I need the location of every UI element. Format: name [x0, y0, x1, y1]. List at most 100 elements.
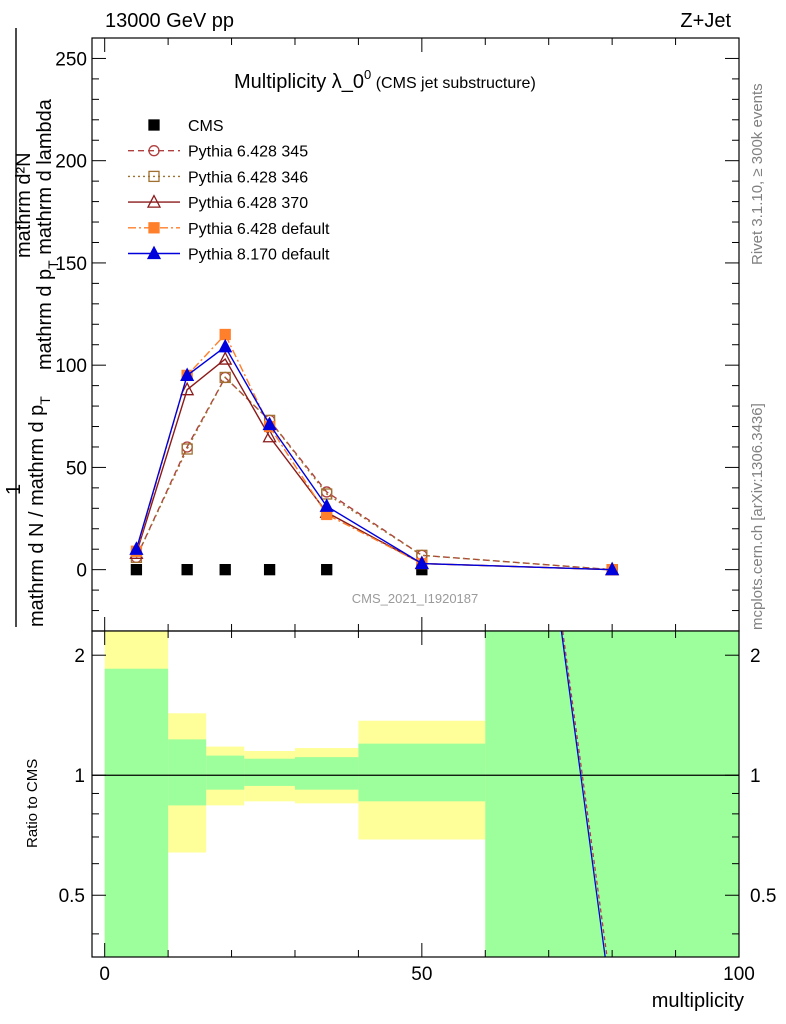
y-label-dlambda: mathrm d lambda	[34, 98, 56, 260]
legend-label: Pythia 6.428 346	[188, 169, 308, 186]
series-3-point	[180, 381, 195, 396]
legend-label: Pythia 8.170 default	[188, 247, 330, 264]
legend-label: Pythia 6.428 345	[188, 144, 308, 161]
energy-label: 13000 GeV pp	[105, 10, 234, 32]
series-5-point	[129, 541, 144, 555]
ratio-band-green	[168, 739, 207, 806]
legend-item: CMS	[148, 118, 224, 135]
series-0-point	[181, 564, 193, 576]
legend-marker	[146, 245, 162, 260]
x-tick-label: 0	[99, 964, 110, 985]
main-y-axis-label: mathrm d²N 1 mathrm d pT mathrm d lambda…	[3, 28, 61, 627]
series-5-point	[319, 498, 334, 512]
ratio-band-green	[294, 757, 359, 790]
legend-marker	[148, 222, 160, 234]
x-tick-label: 50	[411, 964, 432, 985]
ratio-line	[562, 630, 608, 958]
series-5-point	[605, 561, 620, 576]
series-3	[129, 351, 620, 576]
chart-title-sub: (CMS jet substructure)	[371, 75, 535, 92]
ratio-plot-area	[92, 630, 739, 958]
legend: CMS Pythia 6.428 345 Pythia 6.428 346 Pythi…	[128, 118, 330, 264]
series-3-line	[135, 357, 613, 571]
ratio-band-green	[358, 743, 486, 802]
series-0-point	[219, 564, 231, 576]
ratio-y-tick-label: 2	[74, 646, 85, 667]
main-y-axis: 0 50 100 150 200 250	[55, 37, 739, 612]
series-0-point	[263, 564, 276, 576]
y-tick-label: 100	[55, 356, 87, 377]
ratio-band-green	[206, 755, 245, 790]
process-label: Z+Jet	[680, 10, 731, 32]
y-label-numerator-dp: mathrm d pT mathrm d lambda	[34, 98, 61, 370]
y-tick-label: 200	[55, 152, 87, 173]
mcplots-note: mcplots.cern.ch [arXiv:1306.3436]	[749, 403, 766, 630]
series-5	[129, 338, 620, 576]
series-5-line	[135, 345, 613, 571]
chart-title-main: Multiplicity λ_0	[234, 71, 364, 93]
legend-marker	[148, 119, 160, 131]
ratio-y-tick-label: 1	[74, 766, 85, 787]
series-1	[130, 371, 618, 576]
legend-marker	[148, 145, 160, 157]
y-label-dp: mathrm d p	[34, 269, 56, 370]
x-tick-label: 100	[723, 964, 755, 985]
series-2-line	[135, 376, 613, 571]
series-2-point	[219, 371, 231, 384]
y-label-one: 1	[3, 484, 25, 495]
y-tick-label: 150	[55, 254, 87, 275]
x-axis-label: multiplicity	[652, 990, 744, 1012]
y-label-dp-sub: T	[45, 260, 61, 269]
y-tick-label: 50	[66, 458, 87, 479]
ratio-panel: 0.5 0.5 1 1 2 2 0 50 100 Ratio to CMS multiplic…	[24, 630, 776, 1012]
legend-marker	[146, 194, 162, 208]
ratio-band-green	[104, 668, 169, 957]
y-label-numerator: mathrm d²N	[13, 152, 35, 258]
legend-item: Pythia 6.428 370	[128, 194, 308, 212]
legend-item: Pythia 6.428 default	[128, 221, 330, 238]
legend-item: Pythia 6.428 346	[128, 169, 308, 186]
chart-title-sup: 0	[364, 67, 371, 82]
ratio-y-axis: 0.5 0.5 1 1 2 2	[59, 646, 776, 935]
ratio-y-tick-label: 0.5	[59, 886, 85, 907]
ratio-band-green	[244, 758, 295, 786]
y-tick-label: 250	[55, 49, 87, 70]
ratio-line	[560, 630, 606, 958]
ratio-y-tick-label-right: 0.5	[750, 886, 776, 907]
main-x-axis	[104, 38, 740, 631]
legend-marker	[148, 170, 160, 183]
series-5-point	[414, 555, 429, 570]
series-4-point	[219, 328, 231, 341]
series-2-point	[181, 443, 193, 455]
series-1-line	[135, 376, 613, 571]
ratio-y-label: Ratio to CMS	[24, 759, 41, 848]
y-label-denominator: mathrm d N / mathrm d pT	[26, 396, 53, 627]
legend-label: CMS	[188, 118, 224, 135]
y-tick-label: 0	[76, 561, 87, 582]
ratio-x-axis: 0 50 100	[99, 631, 755, 985]
ratio-band-green	[485, 631, 739, 957]
legend-label: Pythia 6.428 default	[188, 221, 330, 238]
series-5-point	[218, 338, 233, 353]
chart-title: Multiplicity λ_00 (CMS jet substructure)	[234, 67, 536, 93]
series-5-point	[180, 367, 195, 382]
ratio-y-tick-label-right: 1	[750, 766, 761, 787]
rivet-note: Rivet 3.1.10, ≥ 300k events	[749, 83, 766, 265]
legend-item: Pythia 6.428 345	[128, 144, 308, 161]
ratio-frame	[91, 630, 740, 958]
series-5-point	[262, 416, 277, 431]
series-0	[130, 564, 618, 576]
legend-item: Pythia 8.170 default	[128, 245, 330, 264]
series-0-point	[321, 564, 333, 576]
series-3-point	[218, 351, 233, 365]
y-label-denominator-sub: T	[37, 396, 53, 405]
legend-label: Pythia 6.428 370	[188, 195, 308, 212]
analysis-watermark: CMS_2021_I1920187	[352, 591, 479, 606]
y-label-denominator-text: mathrm d N / mathrm d p	[26, 405, 48, 627]
series-3-point	[262, 428, 277, 443]
series-2	[130, 371, 618, 576]
ratio-y-tick-label-right: 2	[750, 646, 761, 667]
main-plot-area	[129, 328, 620, 576]
